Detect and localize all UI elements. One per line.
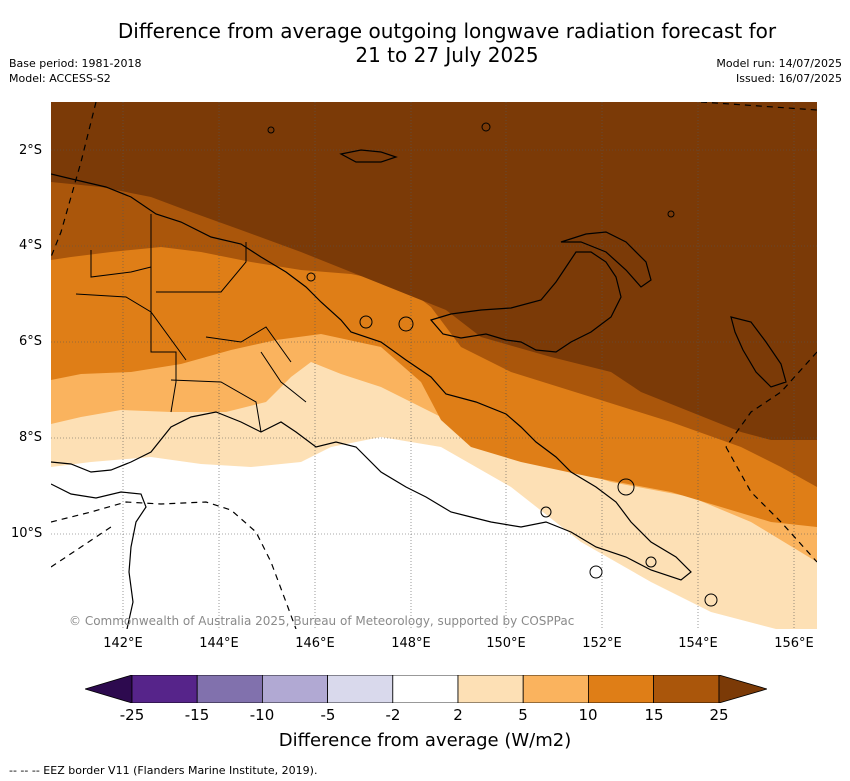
colorbar-swatch-10-15 [587, 675, 654, 703]
small-islands [267, 122, 718, 607]
anomaly-map [51, 102, 817, 629]
model-name-text: Model: ACCESS-S2 [9, 72, 111, 85]
colorbar-tick-15: 15 [644, 706, 664, 724]
lon-label-156e: 156°E [774, 636, 814, 651]
anomaly-band-above-25 [51, 102, 817, 440]
lon-label-148e: 148°E [391, 636, 431, 651]
metadata-left: Base period: 1981-2018 Model: ACCESS-S2 [9, 56, 141, 86]
colorbar-tick-minus10: -10 [249, 706, 275, 724]
colorbar-tick-minus25: -25 [119, 706, 145, 724]
coastline-bougainville [730, 316, 787, 388]
colorbar-swatch-minus15-minus10 [196, 675, 263, 703]
base-period-text: Base period: 1981-2018 [9, 57, 142, 70]
lon-label-150e: 150°E [486, 636, 526, 651]
colorbar-tick-minus2: -2 [385, 706, 401, 724]
colorbar-tick-minus15: -15 [184, 706, 210, 724]
colorbar [85, 675, 767, 703]
graticule [51, 102, 817, 629]
colorbar-tick-5: 5 [518, 706, 528, 724]
colorbar-swatch-below-minus25 [85, 675, 133, 703]
lat-label-6s: 6°S [19, 334, 43, 349]
coastline-new-guinea [51, 173, 692, 581]
colorbar-swatch-minus2-2 [392, 675, 459, 703]
coastline-new-britain [429, 251, 622, 353]
coastline-manus [339, 149, 398, 163]
colorbar-swatch-5-10 [522, 675, 589, 703]
lat-label-8s: 8°S [19, 430, 43, 445]
colorbar-tick-10: 10 [578, 706, 598, 724]
lon-label-146e: 146°E [295, 636, 335, 651]
issued-date-text: Issued: 16/07/2025 [735, 72, 842, 85]
colorbar-swatch-minus25-minus15 [131, 675, 198, 703]
colorbar-tick-minus5: -5 [320, 706, 336, 724]
colorbar-tick-25: 25 [709, 706, 729, 724]
title-line-2: 21 to 27 July 2025 [355, 43, 539, 67]
colorbar-tick-2: 2 [453, 706, 463, 724]
eez-footnote: -- -- -- EEZ border V11 (Flanders Marine… [9, 764, 318, 777]
admin-borders [75, 214, 307, 433]
colorbar-swatch-above-25 [718, 675, 767, 703]
colorbar-swatch-15-25 [653, 675, 720, 703]
colorbar-swatch-minus5-minus2 [327, 675, 394, 703]
colorbar-swatch-minus10-minus5 [261, 675, 328, 703]
lon-label-144e: 144°E [199, 636, 239, 651]
colorbar-label: Difference from average (W/m2) [278, 730, 572, 751]
colorbar-swatch-2-5 [457, 675, 524, 703]
title-line-1: Difference from average outgoing longwav… [117, 19, 777, 43]
lon-label-142e: 142°E [103, 636, 143, 651]
lon-label-154e: 154°E [678, 636, 718, 651]
map-panel [51, 102, 817, 629]
coastline-new-ireland [560, 231, 652, 288]
model-run-text: Model run: 14/07/2025 [716, 57, 842, 70]
lat-label-10s: 10°S [11, 526, 43, 541]
lat-label-2s: 2°S [19, 143, 43, 158]
metadata-right: Model run: 14/07/2025 Issued: 16/07/2025 [716, 56, 842, 86]
lat-label-4s: 4°S [19, 238, 43, 253]
lon-label-152e: 152°E [582, 636, 622, 651]
coastline-cape-york [51, 483, 147, 629]
chart-title: Difference from average outgoing longwav… [80, 19, 814, 67]
copyright-notice: © Commonwealth of Australia 2025, Bureau… [69, 614, 575, 628]
eez-border [51, 102, 817, 629]
